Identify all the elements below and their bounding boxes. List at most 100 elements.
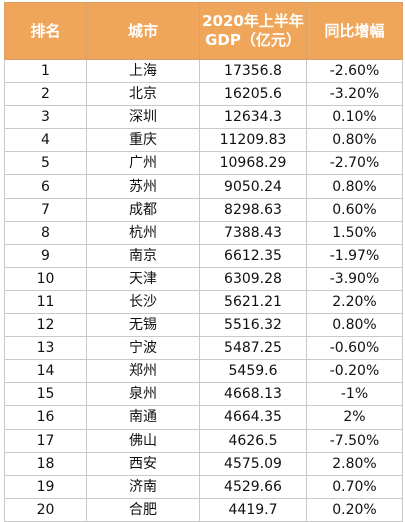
growth-cell: 0.80% <box>306 128 403 153</box>
growth-cell: -7.50% <box>306 428 403 453</box>
city-cell: 宁波 <box>86 336 200 361</box>
city-cell: 重庆 <box>86 128 200 153</box>
city-cell: 广州 <box>86 151 200 176</box>
rank-cell: 7 <box>4 197 87 222</box>
table-body: 1 上海 17356.8 -2.60% 2 北京 16205.6 -3.20% 3 深圳 12634… <box>4 58 403 522</box>
rank-cell: 12 <box>4 313 87 338</box>
header-gdp: 2020年上半年GDP（亿元） <box>199 2 307 60</box>
table-row: 1 上海 17356.8 -2.60% <box>4 58 403 84</box>
gdp-cell: 4668.13 <box>199 382 307 407</box>
growth-cell: 0.80% <box>306 174 403 199</box>
header-row: 排名 城市 2020年上半年GDP（亿元） 同比增幅 <box>4 2 403 60</box>
city-cell: 深圳 <box>86 105 200 130</box>
growth-cell: 2.20% <box>306 289 403 315</box>
growth-cell: -3.90% <box>306 266 403 291</box>
gdp-ranking-table-container: 排名 城市 2020年上半年GDP（亿元） 同比增幅 1 上海 17356.8 -2.… <box>4 2 403 522</box>
growth-cell: 0.80% <box>306 313 403 338</box>
growth-cell: -1.97% <box>306 243 403 268</box>
gdp-cell: 4664.35 <box>199 405 307 430</box>
city-cell: 上海 <box>86 58 200 84</box>
gdp-cell: 11209.83 <box>199 128 307 153</box>
city-cell: 西安 <box>86 451 200 476</box>
growth-cell: 0.60% <box>306 197 403 222</box>
city-cell: 合肥 <box>86 497 200 522</box>
header-rank: 排名 <box>4 2 87 60</box>
city-cell: 天津 <box>86 266 200 291</box>
city-cell: 佛山 <box>86 428 200 453</box>
table-row: 9 南京 6612.35 -1.97% <box>4 243 403 268</box>
rank-cell: 19 <box>4 474 87 499</box>
growth-cell: -2.70% <box>306 151 403 176</box>
table-row: 8 杭州 7388.43 1.50% <box>4 220 403 245</box>
rank-cell: 15 <box>4 382 87 407</box>
rank-cell: 4 <box>4 128 87 153</box>
rank-cell: 2 <box>4 82 87 107</box>
table-row: 7 成都 8298.63 0.60% <box>4 197 403 222</box>
table-row: 6 苏州 9050.24 0.80% <box>4 174 403 199</box>
rank-cell: 18 <box>4 451 87 476</box>
gdp-cell: 7388.43 <box>199 220 307 245</box>
gdp-cell: 4529.66 <box>199 474 307 499</box>
growth-cell: -2.60% <box>306 58 403 84</box>
growth-cell: 2% <box>306 405 403 430</box>
gdp-cell: 4626.5 <box>199 428 307 453</box>
rank-cell: 17 <box>4 428 87 453</box>
gdp-cell: 5621.21 <box>199 289 307 315</box>
gdp-cell: 5487.25 <box>199 336 307 361</box>
growth-cell: -0.60% <box>306 336 403 361</box>
gdp-cell: 16205.6 <box>199 82 307 107</box>
city-cell: 泉州 <box>86 382 200 407</box>
table-row: 3 深圳 12634.3 0.10% <box>4 105 403 130</box>
rank-cell: 16 <box>4 405 87 430</box>
city-cell: 杭州 <box>86 220 200 245</box>
table-row: 14 郑州 5459.6 -0.20% <box>4 359 403 384</box>
table-row: 18 西安 4575.09 2.80% <box>4 451 403 476</box>
header-city: 城市 <box>86 2 200 60</box>
growth-cell: -3.20% <box>306 82 403 107</box>
gdp-cell: 5516.32 <box>199 313 307 338</box>
gdp-cell: 8298.63 <box>199 197 307 222</box>
growth-cell: 2.80% <box>306 451 403 476</box>
city-cell: 郑州 <box>86 359 200 384</box>
gdp-cell: 12634.3 <box>199 105 307 130</box>
growth-cell: 0.20% <box>306 497 403 522</box>
gdp-cell: 5459.6 <box>199 359 307 384</box>
gdp-cell: 10968.29 <box>199 151 307 176</box>
city-cell: 南京 <box>86 243 200 268</box>
rank-cell: 3 <box>4 105 87 130</box>
rank-cell: 20 <box>4 497 87 522</box>
table-row: 17 佛山 4626.5 -7.50% <box>4 428 403 453</box>
table-row: 10 天津 6309.28 -3.90% <box>4 266 403 291</box>
gdp-cell: 4575.09 <box>199 451 307 476</box>
rank-cell: 8 <box>4 220 87 245</box>
gdp-ranking-table: 排名 城市 2020年上半年GDP（亿元） 同比增幅 1 上海 17356.8 -2.… <box>4 2 403 522</box>
gdp-cell: 6612.35 <box>199 243 307 268</box>
table-row: 16 南通 4664.35 2% <box>4 405 403 430</box>
table-row: 13 宁波 5487.25 -0.60% <box>4 336 403 361</box>
table-header: 排名 城市 2020年上半年GDP（亿元） 同比增幅 <box>4 2 403 60</box>
table-row: 20 合肥 4419.7 0.20% <box>4 497 403 522</box>
gdp-cell: 4419.7 <box>199 497 307 522</box>
table-row: 19 济南 4529.66 0.70% <box>4 474 403 499</box>
growth-cell: -1% <box>306 382 403 407</box>
growth-cell: 0.10% <box>306 105 403 130</box>
gdp-cell: 9050.24 <box>199 174 307 199</box>
city-cell: 济南 <box>86 474 200 499</box>
city-cell: 北京 <box>86 82 200 107</box>
gdp-cell: 6309.28 <box>199 266 307 291</box>
city-cell: 南通 <box>86 405 200 430</box>
rank-cell: 13 <box>4 336 87 361</box>
rank-cell: 1 <box>4 58 87 84</box>
growth-cell: 0.70% <box>306 474 403 499</box>
growth-cell: 1.50% <box>306 220 403 245</box>
rank-cell: 10 <box>4 266 87 291</box>
rank-cell: 14 <box>4 359 87 384</box>
city-cell: 苏州 <box>86 174 200 199</box>
growth-cell: -0.20% <box>306 359 403 384</box>
city-cell: 无锡 <box>86 313 200 338</box>
city-cell: 长沙 <box>86 289 200 315</box>
table-row: 11 长沙 5621.21 2.20% <box>4 289 403 315</box>
table-row: 5 广州 10968.29 -2.70% <box>4 151 403 176</box>
rank-cell: 5 <box>4 151 87 176</box>
header-growth: 同比增幅 <box>306 2 403 60</box>
